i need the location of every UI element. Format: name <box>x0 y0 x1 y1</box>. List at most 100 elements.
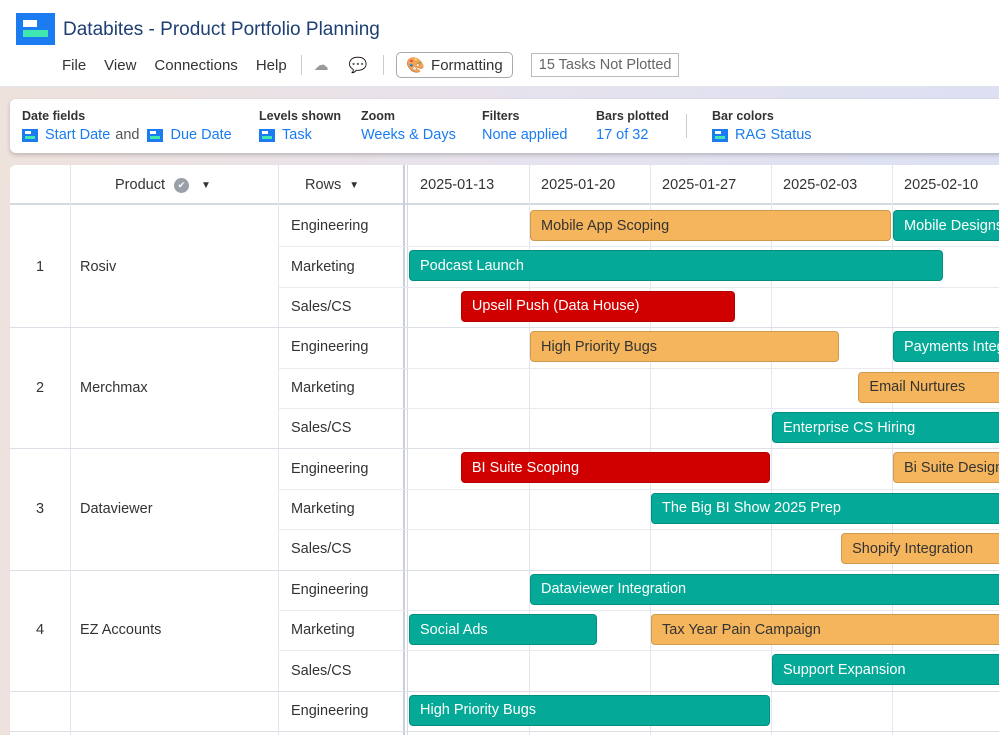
due-date-field[interactable]: Due Date <box>170 127 232 143</box>
caret-down-icon[interactable]: ▼ <box>349 179 360 191</box>
date-fields-label: Date fields <box>22 109 86 123</box>
week-header: 2025-02-03 <box>783 177 858 193</box>
task-bar[interactable]: Upsell Push (Data House) <box>460 290 736 322</box>
filters-group[interactable]: Filters None applied <box>482 109 567 143</box>
cloud-icon[interactable]: ☁ <box>313 57 329 74</box>
comment-icon[interactable]: 💬 <box>348 57 368 74</box>
task-bar[interactable]: Mobile App Scoping <box>530 210 891 241</box>
task-bar[interactable]: Email Nurtures <box>858 371 999 403</box>
caret-down-icon[interactable]: ▼ <box>200 179 211 191</box>
menu-help[interactable]: Help <box>255 56 287 74</box>
document-title[interactable]: Databites - Product Portfolio Planning <box>63 19 380 40</box>
week-gridline <box>771 165 772 735</box>
formatting-label: Formatting <box>431 56 503 74</box>
row-label: Sales/CS <box>291 541 352 558</box>
row-divider <box>278 286 999 288</box>
task-bar[interactable]: Dataviewer Integration <box>530 573 999 605</box>
task-bar[interactable]: Shopify Integration <box>841 533 999 565</box>
rows-column-header[interactable]: Rows ▼ <box>288 165 359 205</box>
row-number: 1 <box>35 258 45 275</box>
app-logo <box>16 13 55 45</box>
group-divider <box>10 569 999 571</box>
row-label: Engineering <box>291 581 369 598</box>
menu-view[interactable]: View <box>104 56 137 74</box>
row-divider <box>278 488 999 490</box>
task-bar[interactable]: Tax Year Pain Campaign <box>651 614 999 645</box>
row-label: Marketing <box>291 379 355 396</box>
rows-header-label: Rows <box>305 177 342 193</box>
bar-colors-label: Bar colors <box>712 109 774 123</box>
task-bar[interactable]: Payments Integration <box>893 331 999 363</box>
start-date-field[interactable]: Start Date <box>45 127 111 143</box>
row-divider <box>278 246 999 248</box>
week-gridline <box>892 165 893 735</box>
app-header: Databites - Product Portfolio Planning F… <box>0 0 999 87</box>
task-bar[interactable]: Podcast Launch <box>409 250 943 282</box>
zoom-group[interactable]: Zoom Weeks & Days <box>361 109 456 143</box>
levels-value[interactable]: Task <box>282 127 312 143</box>
bars-plotted-value[interactable]: 17 of 32 <box>596 127 649 143</box>
bar-colors-value[interactable]: RAG Status <box>735 127 812 143</box>
and-text: and <box>115 127 140 143</box>
row-label: Sales/CS <box>291 662 352 679</box>
week-header: 2025-01-13 <box>420 177 495 193</box>
group-divider <box>10 690 999 692</box>
levels-label: Levels shown <box>259 109 341 123</box>
product-name[interactable]: EZ Accounts <box>80 622 162 639</box>
product-name[interactable]: Merchmax <box>80 379 148 396</box>
bar-colors-group[interactable]: Bar colors RAG Status <box>712 109 812 143</box>
week-header: 2025-02-10 <box>904 177 979 193</box>
task-bar[interactable]: High Priority Bugs <box>409 694 770 726</box>
formatting-button[interactable]: 🎨 Formatting <box>396 52 513 78</box>
date-fields-group[interactable]: Date fields Start Date and Due Date <box>22 109 232 143</box>
zoom-value[interactable]: Weeks & Days <box>361 127 456 143</box>
task-bar[interactable]: Support Expansion <box>772 654 999 686</box>
timeline-divider <box>407 165 408 735</box>
zoom-label: Zoom <box>361 109 396 123</box>
timeline-divider[interactable] <box>403 165 405 735</box>
group-divider <box>10 448 999 450</box>
divider <box>383 55 385 75</box>
row-divider <box>278 610 999 611</box>
gantt-grid: Product ✔ ▼ Rows ▼ 2025-01-13 2025-01-20 2025… <box>10 165 999 735</box>
task-bar[interactable]: Bi Suite Designs <box>893 452 999 484</box>
menu-connections[interactable]: Connections <box>154 56 238 74</box>
task-bar[interactable]: High Priority Bugs <box>530 331 840 363</box>
divider <box>300 55 302 75</box>
row-number: 2 <box>35 379 45 396</box>
product-name[interactable]: Rosiv <box>80 258 117 275</box>
row-label: Sales/CS <box>291 420 352 437</box>
column-divider <box>70 165 71 735</box>
row-label: Marketing <box>291 500 355 517</box>
field-icon <box>22 128 38 142</box>
settings-toolbar: Date fields Start Date and Due Date Levels… <box>10 99 999 153</box>
filters-value[interactable]: None applied <box>482 127 568 143</box>
product-name[interactable]: Dataviewer <box>80 500 153 517</box>
task-bar[interactable]: Enterprise CS Hiring <box>772 412 999 443</box>
task-bar[interactable]: Social Ads <box>409 614 598 645</box>
row-label: Marketing <box>291 622 355 639</box>
product-header-label: Product <box>115 177 165 193</box>
product-column-header[interactable]: Product ✔ ▼ <box>80 165 211 205</box>
week-header: 2025-01-27 <box>662 177 737 193</box>
row-label: Engineering <box>291 702 369 719</box>
palette-icon: 🎨 <box>406 57 426 74</box>
task-bar[interactable]: Mobile Designs <box>893 210 999 241</box>
bars-plotted-group[interactable]: Bars plotted 17 of 32 <box>596 109 669 143</box>
grid-header <box>10 165 999 205</box>
row-label: Engineering <box>291 218 369 235</box>
row-divider <box>278 408 999 409</box>
divider <box>686 114 687 138</box>
filters-label: Filters <box>482 109 520 123</box>
week-header: 2025-01-20 <box>541 177 616 193</box>
row-label: Marketing <box>291 258 355 275</box>
task-bar[interactable]: The Big BI Show 2025 Prep <box>651 492 999 524</box>
field-icon <box>147 128 164 142</box>
row-number <box>10 691 70 731</box>
menu-file[interactable]: File <box>62 56 87 74</box>
check-circle-icon[interactable]: ✔ <box>173 177 189 193</box>
task-bar[interactable]: BI Suite Scoping <box>460 452 770 484</box>
row-label: Sales/CS <box>291 298 352 315</box>
tasks-not-plotted-button[interactable]: 15 Tasks Not Plotted <box>530 53 680 77</box>
levels-group[interactable]: Levels shown Task <box>259 109 341 143</box>
